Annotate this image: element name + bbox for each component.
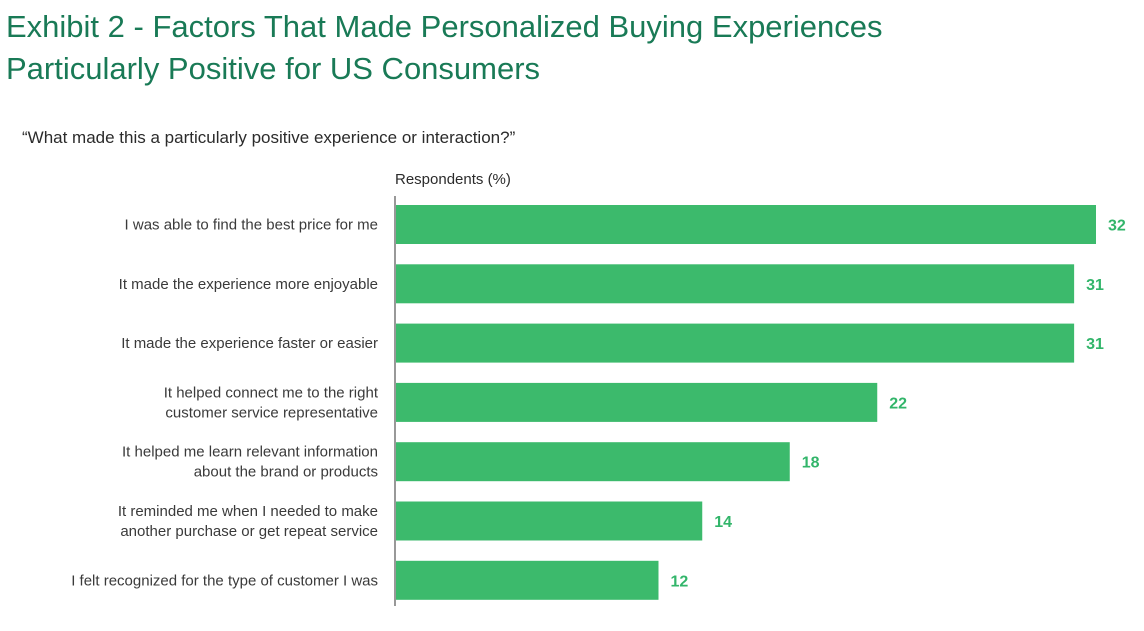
category-label: I was able to find the best price for me <box>125 217 378 234</box>
data-label: 32 <box>1108 218 1126 235</box>
bar <box>396 323 1075 363</box>
data-label: 31 <box>1086 277 1104 294</box>
chart-title-line2: Particularly Positive for US Consumers <box>6 51 541 86</box>
data-label: 31 <box>1086 336 1104 353</box>
category-label: It made the experience more enjoyable <box>119 276 378 293</box>
data-label: 12 <box>671 573 689 590</box>
category-label: It reminded me when I needed to make <box>118 503 378 520</box>
category-label: customer service representative <box>165 404 378 421</box>
chart-subtitle: “What made this a particularly positive … <box>22 128 516 147</box>
chart-title-line1: Exhibit 2 - Factors That Made Personaliz… <box>6 9 883 44</box>
data-label: 14 <box>714 514 732 531</box>
category-label: I felt recognized for the type of custom… <box>71 572 378 589</box>
chart-title: Exhibit 2 - Factors That Made Personaliz… <box>6 6 1136 90</box>
bar <box>396 264 1075 304</box>
x-axis-label: Respondents (%) <box>395 171 511 188</box>
bar <box>396 560 659 600</box>
bar <box>396 442 790 482</box>
data-label: 22 <box>889 395 907 412</box>
bar <box>396 205 1096 244</box>
category-label: It helped connect me to the right <box>164 384 379 401</box>
bar <box>396 501 703 541</box>
category-label: about the brand or products <box>194 464 378 481</box>
bar <box>396 382 878 422</box>
category-label: It made the experience faster or easier <box>121 335 378 352</box>
category-label: another purchase or get repeat service <box>120 523 378 540</box>
category-label: It helped me learn relevant information <box>122 444 378 461</box>
data-label: 18 <box>802 455 820 472</box>
